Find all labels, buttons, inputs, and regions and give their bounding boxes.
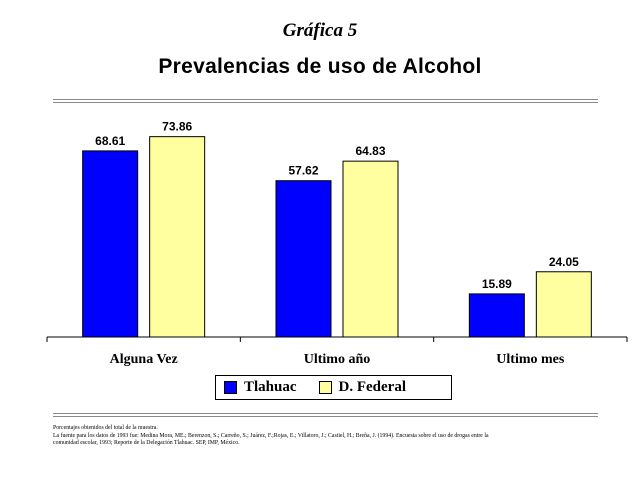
footnotes: Porcentajes obtenidos del total de la mu…	[53, 425, 613, 448]
x-tick-label: Ultimo mes	[496, 352, 565, 367]
data-label: 73.86	[162, 120, 192, 134]
legend-label-tlahuac: Tlahuac	[244, 379, 297, 395]
top-divider	[53, 99, 598, 100]
legend-item-dfederal: D. Federal	[318, 379, 406, 396]
x-tick-label: Alguna Vez	[110, 352, 178, 367]
legend-swatch-tlahuac	[224, 381, 237, 394]
bar-dfederal	[149, 136, 206, 338]
top-divider-second	[53, 102, 598, 103]
bar-tlahuac	[275, 180, 332, 338]
chart-title: Prevalencias de uso de Alcohol	[158, 55, 482, 78]
data-label: 24.05	[549, 255, 579, 269]
legend-swatch-dfederal	[318, 381, 332, 394]
bottom-divider-second	[53, 416, 598, 417]
bottom-divider	[53, 413, 598, 414]
data-label: 57.62	[288, 164, 318, 178]
legend-item-tlahuac: Tlahuac	[224, 379, 297, 396]
data-label: 15.89	[482, 277, 512, 291]
x-tick-label: Ultimo año	[304, 352, 371, 367]
legend-label-dfederal: D. Federal	[338, 379, 406, 395]
data-label: 64.83	[355, 144, 385, 158]
figure-number: Gráfica 5	[282, 20, 358, 41]
footnote-line: La fuente para los datos de 1993 fue: Me…	[53, 432, 489, 439]
footnote-line: Porcentajes obtenidos del total de la mu…	[53, 425, 158, 431]
bar-tlahuac	[468, 293, 525, 338]
footnote-line: comunidad escolar, 1993; Reporte de la D…	[53, 440, 240, 447]
bar-dfederal	[535, 271, 592, 338]
bar-tlahuac	[82, 150, 139, 338]
legend: Tlahuac D. Federal	[215, 375, 452, 400]
bar-dfederal	[342, 160, 399, 338]
data-label: 68.61	[95, 134, 125, 148]
